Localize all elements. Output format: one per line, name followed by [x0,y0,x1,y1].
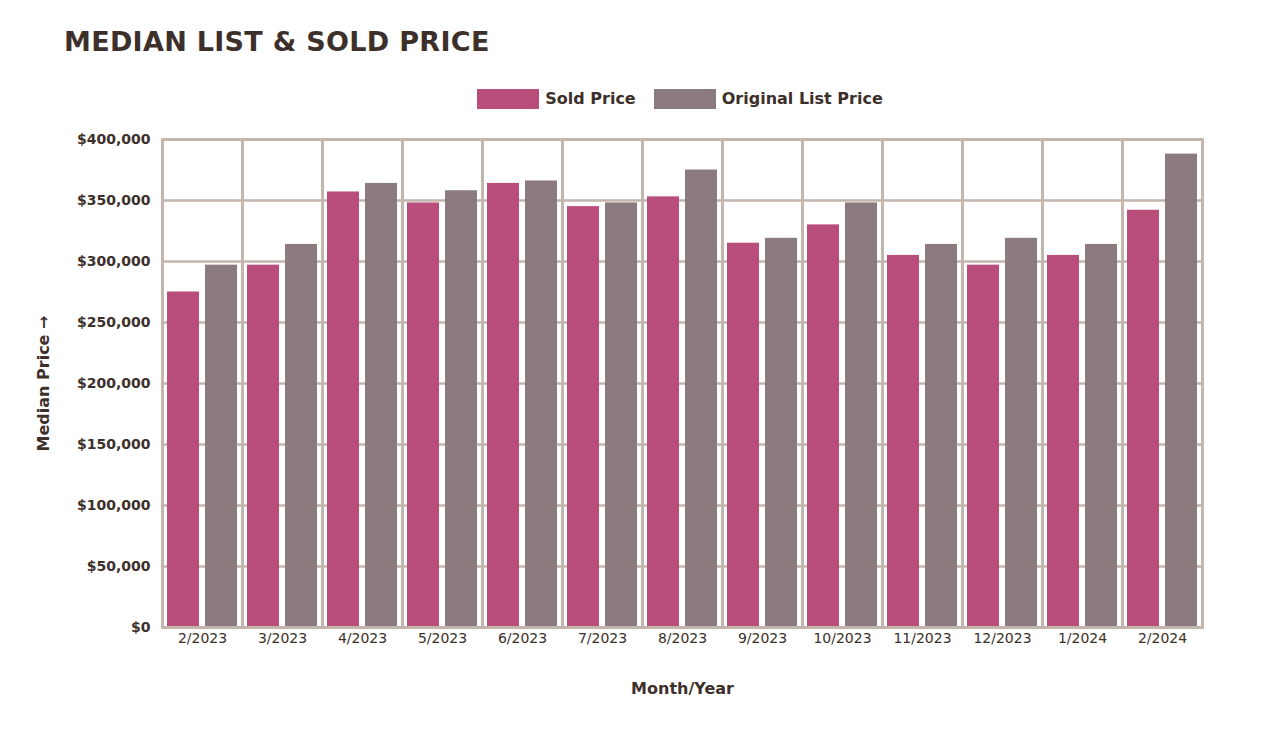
svg-text:Month/Year: Month/Year [631,679,734,698]
html-text:MEDIAN LIST & SOLD PRICE: MEDIAN LIST & SOLD PRICE [64,26,490,57]
svg-text:8/2023: 8/2023 [658,630,707,646]
svg-text:3/2023: 3/2023 [258,630,307,646]
svg-text:$200,000: $200,000 [77,375,151,391]
svg-text:2/2023: 2/2023 [178,630,227,646]
svg-text:6/2023: 6/2023 [498,630,547,646]
svg-text:9/2023: 9/2023 [738,630,787,646]
svg-text:5/2023: 5/2023 [418,630,467,646]
svg-text:$0: $0 [131,619,151,635]
svg-text:$250,000: $250,000 [77,314,151,330]
svg-text:$100,000: $100,000 [77,497,151,513]
svg-text:12/2023: 12/2023 [973,630,1031,646]
svg-text:$400,000: $400,000 [77,131,151,147]
svg-text:$150,000: $150,000 [77,436,151,452]
svg-text:4/2023: 4/2023 [338,630,387,646]
svg-text:7/2023: 7/2023 [578,630,627,646]
svg-text:1/2024: 1/2024 [1058,630,1107,646]
svg-text:$50,000: $50,000 [87,558,151,574]
svg-text:Median Price →: Median Price → [34,316,53,452]
svg-text:10/2023: 10/2023 [813,630,871,646]
svg-text:2/2024: 2/2024 [1138,630,1187,646]
svg-text:$350,000: $350,000 [77,192,151,208]
svg-text:11/2023: 11/2023 [893,630,951,646]
svg-text:$300,000: $300,000 [77,253,151,269]
html-text:Sold Price: Sold Price [545,89,636,108]
html-text:Original List Price: Original List Price [721,89,883,108]
